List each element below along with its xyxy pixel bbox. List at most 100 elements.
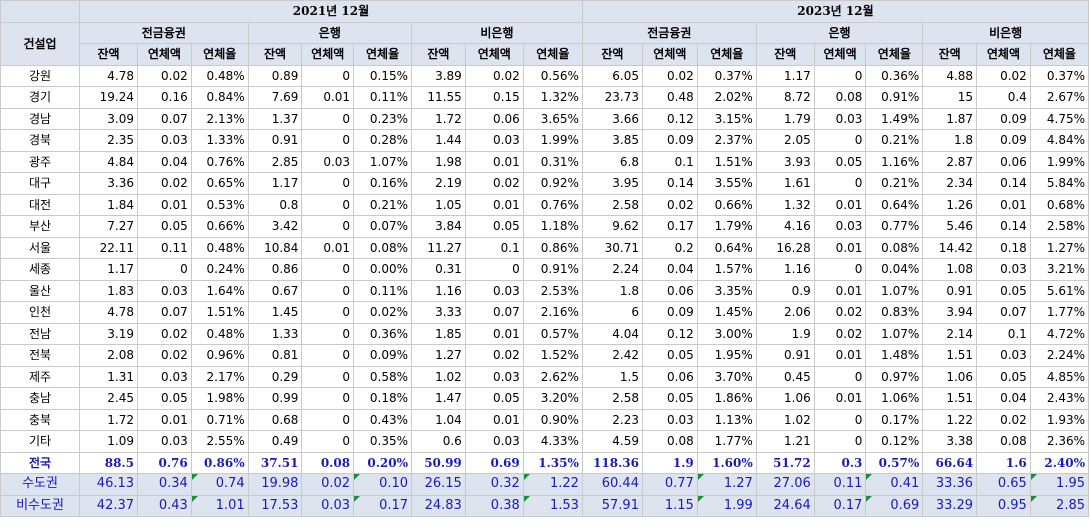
- group-header: 비은행: [922, 21, 1089, 44]
- value-cell: 3.36: [79, 172, 139, 195]
- value-cell: 0.90%: [522, 408, 583, 431]
- table-row: 세종 1.17 0 0.24% 0.86 0 0.00% 0.31 0 0.91% 2.24 0.04…: [0, 258, 1090, 281]
- value-cell: 2.37%: [696, 129, 757, 152]
- value-cell: 1.06: [755, 387, 815, 410]
- value-cell: 3.95: [581, 172, 643, 195]
- value-cell: 6: [581, 301, 643, 324]
- value-cell: 1.17: [247, 172, 303, 195]
- value-cell: 1.72: [411, 107, 466, 130]
- value-cell: 1.06%: [865, 387, 924, 410]
- value-cell: 0.07: [976, 301, 1031, 324]
- value-cell: 3.66: [581, 107, 643, 130]
- value-cell: 1.32%: [522, 86, 583, 109]
- value-cell: 1.87: [922, 107, 978, 130]
- value-cell: 0.06: [464, 107, 524, 130]
- value-cell: 1.53: [522, 494, 583, 517]
- value-cell: 2.58: [581, 387, 643, 410]
- value-cell: 0.02: [813, 301, 867, 324]
- value-cell: 0.01: [464, 408, 524, 431]
- value-cell: 0.05: [641, 344, 698, 367]
- region-cell: 광주: [0, 150, 81, 173]
- value-cell: 0.3: [813, 451, 867, 474]
- value-cell: 0.03: [301, 494, 355, 517]
- value-cell: 3.94: [922, 301, 978, 324]
- value-cell: 0.12: [641, 107, 698, 130]
- table-row: 서울 22.11 0.11 0.48% 10.84 0.01 0.08% 11.27 0.1 0.…: [0, 236, 1090, 259]
- value-cell: 2.43%: [1029, 387, 1090, 410]
- value-cell: 3.09: [79, 107, 139, 130]
- value-cell: 0.02: [137, 64, 192, 87]
- table-row: 부산 7.27 0.05 0.66% 3.42 0 0.07% 3.84 0.05 1.18% 9.…: [0, 215, 1090, 238]
- value-cell: 3.85: [581, 129, 643, 152]
- value-cell: 4.75%: [1029, 107, 1090, 130]
- value-cell: 1.16: [411, 279, 466, 302]
- table-row: 강원 4.78 0.02 0.48% 0.89 0 0.15% 3.89 0.02 0.56% 6.…: [0, 64, 1090, 87]
- value-cell: 1.77%: [696, 430, 757, 453]
- value-cell: 33.36: [922, 473, 978, 496]
- year-2021-header: 2021년 12월: [79, 0, 583, 23]
- value-cell: 0.56%: [522, 64, 583, 87]
- value-cell: 2.14: [922, 322, 978, 345]
- value-cell: 1.31: [79, 365, 139, 388]
- value-cell: 6.8: [581, 150, 643, 173]
- value-cell: 0.76: [137, 451, 192, 474]
- value-cell: 22.11: [79, 236, 139, 259]
- value-cell: 0.05: [641, 387, 698, 410]
- metric-header: 연체율: [696, 43, 757, 66]
- metric-header: 연체액: [301, 43, 355, 66]
- value-cell: 15: [922, 86, 978, 109]
- value-cell: 1.32: [755, 193, 815, 216]
- metric-header: 연체율: [865, 43, 924, 66]
- value-cell: 0.00%: [353, 258, 413, 281]
- value-cell: 1.05: [411, 193, 466, 216]
- value-cell: 0: [301, 279, 355, 302]
- value-cell: 2.13%: [190, 107, 249, 130]
- value-cell: 0.43%: [353, 408, 413, 431]
- value-cell: 0.01: [464, 150, 524, 173]
- region-cell: 충북: [0, 408, 81, 431]
- metric-header: 연체액: [137, 43, 192, 66]
- value-cell: 0: [301, 365, 355, 388]
- value-cell: 3.15%: [696, 107, 757, 130]
- value-cell: 0.45: [755, 365, 815, 388]
- value-cell: 1.51%: [190, 301, 249, 324]
- value-cell: 0.07: [137, 301, 192, 324]
- group-header: 비은행: [411, 21, 583, 44]
- value-cell: 1.99: [696, 494, 757, 517]
- value-cell: 1.17: [755, 64, 815, 87]
- metric-header: 연체율: [190, 43, 249, 66]
- value-cell: 0.69: [865, 494, 924, 517]
- value-cell: 0.04: [137, 150, 192, 173]
- value-cell: 0.1: [641, 150, 698, 173]
- value-cell: 0.08%: [865, 236, 924, 259]
- table-row: 광주 4.84 0.04 0.76% 2.85 0.03 1.07% 1.98 0.01 0.31…: [0, 150, 1090, 173]
- value-cell: 4.84%: [1029, 129, 1090, 152]
- corner-blank: [0, 0, 81, 23]
- value-cell: 1.16: [755, 258, 815, 281]
- table-row: 수도권 46.13 0.34 0.74 19.98 0.02 0.10 26.15 0.32 1.…: [0, 473, 1090, 496]
- value-cell: 0.74: [190, 473, 249, 496]
- value-cell: 0.05: [464, 387, 524, 410]
- value-cell: 0.49: [247, 430, 303, 453]
- value-cell: 0.77%: [865, 215, 924, 238]
- value-cell: 0.6: [411, 430, 466, 453]
- value-cell: 0.07%: [353, 215, 413, 238]
- value-cell: 0.08%: [353, 236, 413, 259]
- value-cell: 0.03: [813, 107, 867, 130]
- value-cell: 1.33%: [190, 129, 249, 152]
- value-cell: 2.85: [1029, 494, 1090, 517]
- value-cell: 2.08: [79, 344, 139, 367]
- value-cell: 17.53: [247, 494, 303, 517]
- table-row: 비수도권 42.37 0.43 1.01 17.53 0.03 0.17 24.83 0.38 1…: [0, 494, 1090, 517]
- value-cell: 1.98%: [190, 387, 249, 410]
- value-cell: 2.24%: [1029, 344, 1090, 367]
- value-cell: 0.86%: [190, 451, 249, 474]
- value-cell: 1.83: [79, 279, 139, 302]
- value-cell: 0.16: [137, 86, 192, 109]
- metric-header: 연체액: [464, 43, 524, 66]
- value-cell: 0.06: [641, 279, 698, 302]
- value-cell: 1.52%: [522, 344, 583, 367]
- table-row: 제주 1.31 0.03 2.17% 0.29 0 0.58% 1.02 0.03 2.62% 1.…: [0, 365, 1090, 388]
- value-cell: 0.17: [353, 494, 413, 517]
- value-cell: 0.03: [976, 344, 1031, 367]
